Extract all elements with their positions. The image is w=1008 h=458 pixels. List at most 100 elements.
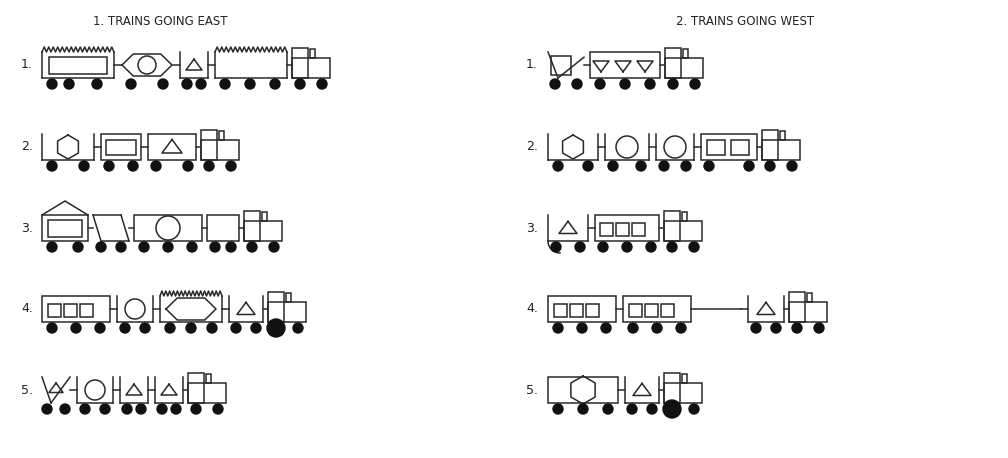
Circle shape [269,242,279,252]
Circle shape [163,242,173,252]
Circle shape [814,323,824,333]
Bar [590,52,660,78]
Circle shape [647,404,657,414]
Bar [707,140,725,155]
Bar [64,304,77,317]
Bar [207,215,239,241]
Bar [632,223,645,236]
Circle shape [92,79,102,89]
Bar [548,377,618,403]
Text: 3.: 3. [21,222,33,234]
Bar [49,57,107,74]
Text: 4.: 4. [526,302,538,316]
Circle shape [652,323,662,333]
Bar [701,134,757,160]
Circle shape [47,242,57,252]
Circle shape [96,242,106,252]
Bar [148,134,196,160]
Bar [780,131,785,140]
Circle shape [601,323,611,333]
Circle shape [210,242,220,252]
Bar [762,140,800,160]
Bar [268,292,284,322]
Circle shape [71,323,81,333]
Circle shape [191,404,201,414]
Bar [42,215,88,241]
Circle shape [251,323,261,333]
Circle shape [270,79,280,89]
Circle shape [667,242,677,252]
Bar [244,211,260,241]
Circle shape [151,161,161,171]
Circle shape [220,79,230,89]
Circle shape [595,79,605,89]
Circle shape [553,323,563,333]
Bar [201,140,239,160]
Bar [244,221,282,241]
Bar [595,215,659,241]
Bar [629,304,642,317]
Circle shape [668,79,678,89]
Circle shape [636,161,646,171]
Circle shape [765,161,775,171]
Bar [286,293,291,302]
Bar [219,131,224,140]
Text: 5.: 5. [21,383,33,397]
Bar [665,48,681,78]
Circle shape [196,79,206,89]
Circle shape [247,242,257,252]
Bar [623,296,691,322]
Circle shape [136,404,146,414]
Text: 2.: 2. [21,141,33,153]
Bar [188,373,204,403]
Bar [789,302,827,322]
Bar [682,374,687,383]
Circle shape [64,79,74,89]
Circle shape [792,323,802,333]
Circle shape [226,242,236,252]
Circle shape [645,79,655,89]
Bar [554,304,566,317]
Circle shape [771,323,781,333]
Circle shape [165,323,175,333]
Circle shape [183,161,193,171]
Bar [548,296,616,322]
Bar [206,374,211,383]
Circle shape [80,404,90,414]
Bar [570,304,583,317]
Circle shape [553,404,563,414]
Circle shape [553,161,563,171]
Bar [268,302,306,322]
Circle shape [622,242,632,252]
Circle shape [317,79,327,89]
Text: 2.: 2. [526,141,538,153]
Circle shape [60,404,70,414]
Bar [134,215,202,241]
Circle shape [575,242,585,252]
Circle shape [598,242,608,252]
Bar [48,304,61,317]
Bar [262,212,267,221]
Circle shape [104,161,114,171]
Bar [665,58,703,78]
Circle shape [689,404,699,414]
Text: 1.: 1. [21,59,33,71]
Circle shape [676,323,686,333]
Circle shape [157,404,167,414]
Text: 3.: 3. [526,222,538,234]
Bar [292,58,330,78]
Bar [106,140,136,155]
Bar [807,293,812,302]
Bar [762,130,778,160]
Circle shape [267,319,285,337]
Circle shape [787,161,797,171]
Circle shape [690,79,700,89]
Circle shape [245,79,255,89]
Circle shape [47,323,57,333]
Circle shape [578,404,588,414]
Circle shape [551,242,561,252]
Circle shape [583,161,593,171]
Circle shape [295,79,305,89]
Circle shape [126,79,136,89]
Circle shape [120,323,130,333]
